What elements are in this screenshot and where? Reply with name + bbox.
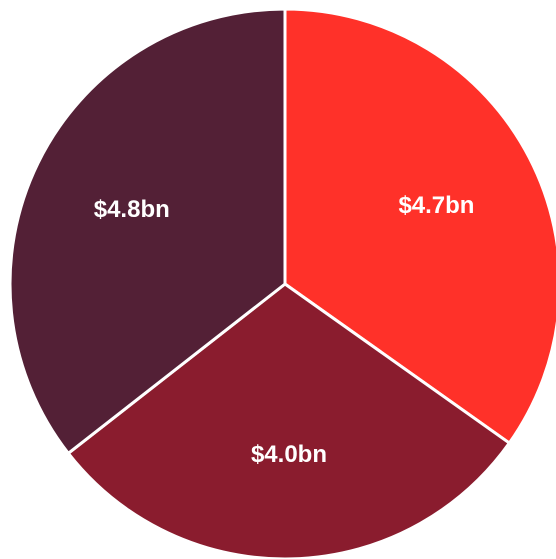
pie-data-label-1: $4.0bn (251, 441, 327, 468)
pie-slice-2 (8, 7, 287, 455)
pie-data-label-0: $4.7bn (398, 192, 474, 219)
pie-data-label-2: $4.8bn (94, 196, 170, 223)
pie-slices (8, 7, 556, 559)
pie-slice-0 (283, 7, 556, 445)
pie-data-labels: $4.7bn $4.0bn $4.8bn (94, 192, 475, 468)
